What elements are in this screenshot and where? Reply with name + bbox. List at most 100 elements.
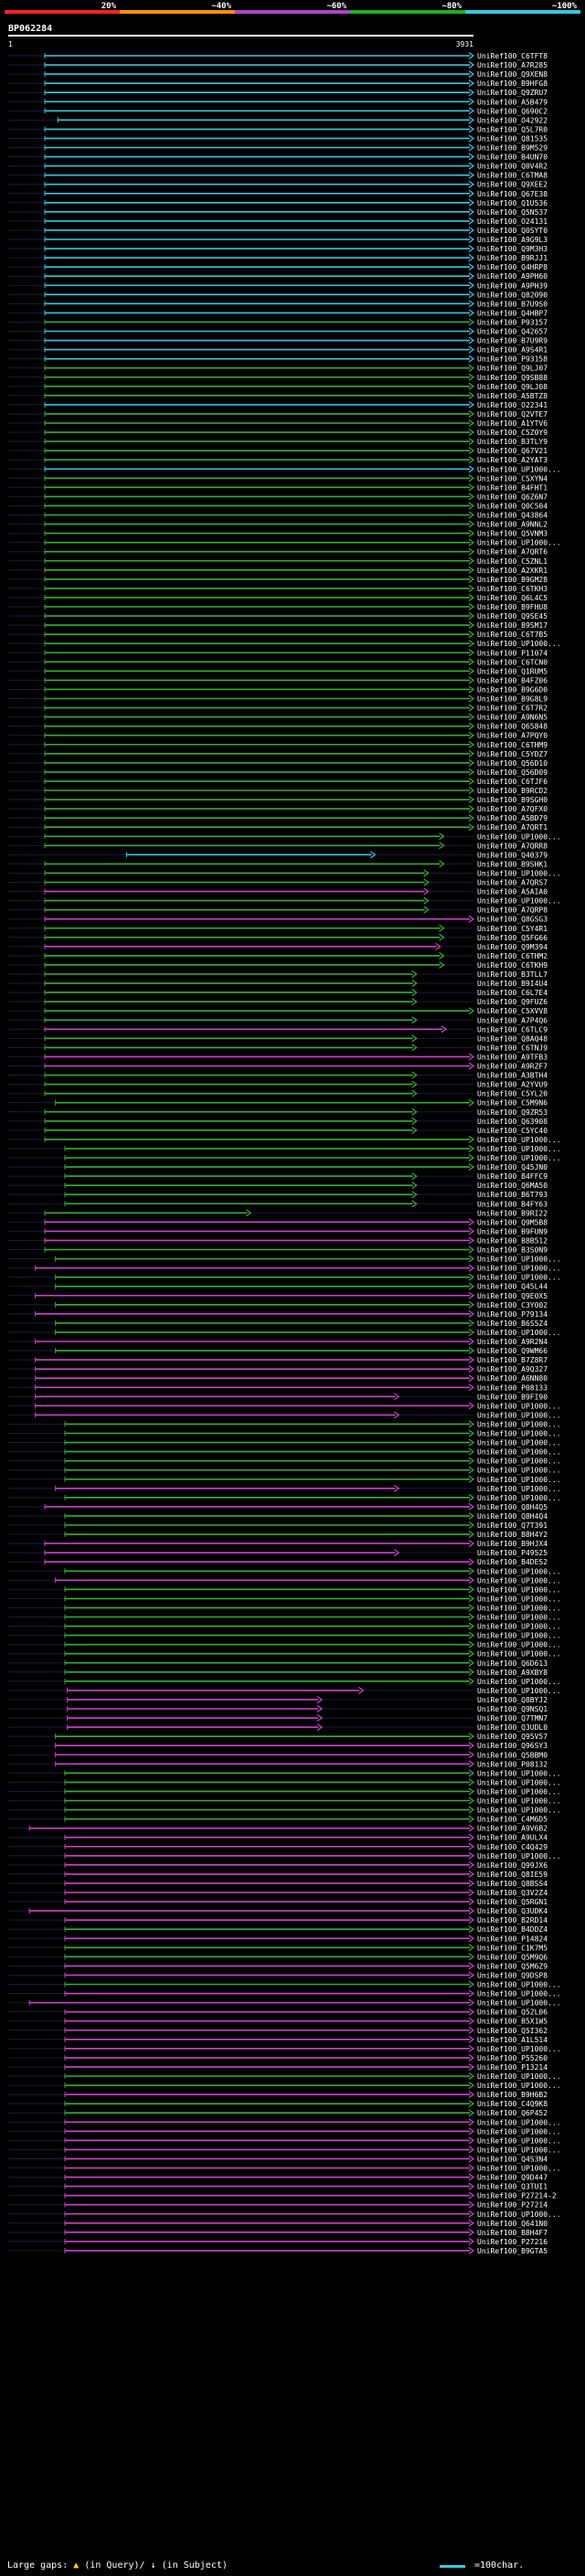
hit-label[interactable]: UniRef100_A9S4R1: [477, 346, 548, 355]
hit-label[interactable]: UniRef100_Q9ZRU7: [477, 89, 548, 97]
hit-label[interactable]: UniRef100_C6TKH9: [477, 961, 548, 970]
hit-label[interactable]: UniRef100_A5BTZ8: [477, 392, 548, 400]
hit-label[interactable]: UniRef100_Q52L06: [477, 2009, 548, 2017]
hit-label[interactable]: UniRef100_P08133: [477, 1383, 548, 1392]
hit-label[interactable]: UniRef100_Q4S3N4: [477, 2155, 548, 2163]
hit-label[interactable]: UniRef100_UP1000...: [477, 1807, 561, 1815]
hit-label[interactable]: UniRef100_B9G8L9: [477, 695, 548, 704]
hit-label[interactable]: UniRef100_Q4HRP8: [477, 263, 548, 271]
hit-label[interactable]: UniRef100_UP1000...: [477, 2136, 561, 2145]
hit-label[interactable]: UniRef100_Q0SYT0: [477, 227, 548, 235]
hit-label[interactable]: UniRef100_A2XKR1: [477, 567, 548, 575]
hit-label[interactable]: UniRef100_A7QRP8: [477, 906, 548, 915]
hit-label[interactable]: UniRef100_B9RCD2: [477, 787, 548, 795]
hit-label[interactable]: UniRef100_Q8AQ48: [477, 1034, 548, 1043]
hit-label[interactable]: UniRef100_A5B479: [477, 98, 548, 106]
hit-label[interactable]: UniRef100_C1K7M5: [477, 1944, 548, 1952]
hit-label[interactable]: UniRef100_P55260: [477, 2054, 548, 2062]
hit-label[interactable]: UniRef100_A9N6N5: [477, 714, 548, 722]
hit-label[interactable]: UniRef100_UP1000...: [477, 1614, 561, 1622]
hit-label[interactable]: UniRef100_C4M6D5: [477, 1816, 548, 1824]
hit-label[interactable]: UniRef100_UP1000...: [477, 2072, 561, 2081]
hit-label[interactable]: UniRef100_A9G9L3: [477, 236, 548, 244]
hit-label[interactable]: UniRef100_UP1000...: [477, 1641, 561, 1649]
hit-label[interactable]: UniRef100_B9I4U4: [477, 980, 548, 988]
hit-label[interactable]: UniRef100_C5XVV8: [477, 1007, 548, 1015]
hit-label[interactable]: UniRef100_B9H6B2: [477, 2091, 548, 2099]
hit-label[interactable]: UniRef100_UP1000...: [477, 1136, 561, 1144]
hit-label[interactable]: UniRef100_UP1000...: [477, 1329, 561, 1337]
hit-label[interactable]: UniRef100_A9PH60: [477, 272, 548, 281]
hit-label[interactable]: UniRef100_Q641N0: [477, 2220, 548, 2228]
hit-label[interactable]: UniRef100_B5X1W5: [477, 2018, 548, 2026]
hit-label[interactable]: UniRef100_Q9ZR53: [477, 1108, 548, 1117]
hit-label[interactable]: UniRef100_Q43864: [477, 512, 548, 520]
hit-label[interactable]: UniRef100_Q5I362: [477, 2027, 548, 2035]
hit-label[interactable]: UniRef100_Q690C2: [477, 107, 548, 115]
hit-label[interactable]: UniRef100_C3Y002: [477, 1301, 548, 1309]
hit-label[interactable]: UniRef100_C4Q429: [477, 1843, 548, 1851]
hit-label[interactable]: UniRef100_Q9NSQ1: [477, 1705, 548, 1713]
hit-label[interactable]: UniRef100_Q6P452: [477, 2109, 548, 2117]
hit-label[interactable]: UniRef100_A9RZF7: [477, 1063, 548, 1071]
hit-label[interactable]: UniRef100_UP1000...: [477, 1274, 561, 1282]
hit-label[interactable]: UniRef100_B9HFG8: [477, 80, 548, 88]
hit-label[interactable]: UniRef100_C6L7E4: [477, 989, 548, 997]
hit-label[interactable]: UniRef100_UP1000...: [477, 465, 561, 473]
hit-label[interactable]: UniRef100_A7R285: [477, 61, 548, 69]
hit-label[interactable]: UniRef100_UP1000...: [477, 1576, 561, 1585]
hit-label[interactable]: UniRef100_B8H4Y2: [477, 1531, 548, 1539]
hit-label[interactable]: UniRef100_C6T7B5: [477, 631, 548, 639]
hit-label[interactable]: UniRef100_UP1000...: [477, 1623, 561, 1631]
hit-label[interactable]: UniRef100_Q9D447: [477, 2174, 548, 2182]
hit-label[interactable]: UniRef100_UP1000...: [477, 1981, 561, 1989]
hit-label[interactable]: UniRef100_Q8H4Q5: [477, 1503, 548, 1511]
hit-label[interactable]: UniRef100_Q7TMN7: [477, 1714, 548, 1723]
hit-label[interactable]: UniRef100_C6TLC9: [477, 1025, 548, 1034]
hit-label[interactable]: UniRef100_P93158: [477, 355, 548, 364]
hit-label[interactable]: UniRef100_Q9M394: [477, 943, 548, 951]
hit-label[interactable]: UniRef100_UP1000...: [477, 1145, 561, 1153]
hit-label[interactable]: UniRef100_A7QRR8: [477, 842, 548, 850]
hit-label[interactable]: UniRef100_C5Z0Y9: [477, 429, 548, 437]
hit-label[interactable]: UniRef100_UP1000...: [477, 1990, 561, 1998]
hit-label[interactable]: UniRef100_Q1U536: [477, 199, 548, 207]
hit-label[interactable]: UniRef100_B9SHK1: [477, 860, 548, 868]
hit-label[interactable]: UniRef100_A1L514: [477, 2036, 548, 2044]
hit-label[interactable]: UniRef100_Q5N537: [477, 208, 548, 217]
hit-label[interactable]: UniRef100_Q4HBP7: [477, 309, 548, 317]
hit-label[interactable]: UniRef100_O42922: [477, 116, 548, 124]
hit-label[interactable]: UniRef100_UP1000...: [477, 1430, 561, 1438]
hit-label[interactable]: UniRef100_B4FY63: [477, 1200, 548, 1208]
hit-label[interactable]: UniRef100_A7QRT6: [477, 548, 548, 557]
hit-label[interactable]: UniRef100_A9V6B2: [477, 1825, 548, 1833]
hit-label[interactable]: UniRef100_UP1000...: [477, 1567, 561, 1575]
hit-label[interactable]: UniRef100_A9PH39: [477, 281, 548, 290]
hit-label[interactable]: UniRef100_C5Y4R1: [477, 925, 548, 933]
hit-label[interactable]: UniRef100_B4DES2: [477, 1558, 548, 1566]
hit-label[interactable]: UniRef100_Q3V2Z4: [477, 1889, 548, 1897]
hit-label[interactable]: UniRef100_UP1000...: [477, 1265, 561, 1273]
hit-label[interactable]: UniRef100_Q5RGN1: [477, 1898, 548, 1906]
hit-label[interactable]: UniRef100_B8B512: [477, 1236, 548, 1245]
hit-label[interactable]: UniRef100_A5AIA0: [477, 888, 548, 896]
hit-label[interactable]: UniRef100_Q8H4Q4: [477, 1512, 548, 1521]
hit-label[interactable]: UniRef100_A6NN80: [477, 1374, 548, 1383]
hit-label[interactable]: UniRef100_B4DDZ4: [477, 1925, 548, 1934]
hit-label[interactable]: UniRef100_P27214-2: [477, 2192, 557, 2200]
hit-label[interactable]: UniRef100_C6TCN0: [477, 658, 548, 666]
hit-label[interactable]: UniRef100_Q3UDL0: [477, 1723, 548, 1732]
hit-label[interactable]: UniRef100_UP1000...: [477, 1999, 561, 2008]
hit-label[interactable]: UniRef100_B7U9S0: [477, 300, 548, 308]
hit-label[interactable]: UniRef100_Q5VNM3: [477, 530, 548, 538]
hit-label[interactable]: UniRef100_P27214: [477, 2201, 548, 2210]
hit-label[interactable]: UniRef100_UP1000...: [477, 1797, 561, 1806]
hit-label[interactable]: UniRef100_UP1000...: [477, 640, 561, 648]
hit-label[interactable]: UniRef100_A7P4Q6: [477, 1016, 548, 1024]
hit-label[interactable]: UniRef100_C6THM9: [477, 741, 548, 749]
hit-label[interactable]: UniRef100_C5YL20: [477, 1090, 548, 1098]
hit-label[interactable]: UniRef100_Q45L44: [477, 1283, 548, 1291]
hit-label[interactable]: UniRef100_Q67E38: [477, 190, 548, 198]
hit-label[interactable]: UniRef100_Q9E0X5: [477, 1292, 548, 1300]
hit-label[interactable]: UniRef100_B9SM17: [477, 621, 548, 630]
